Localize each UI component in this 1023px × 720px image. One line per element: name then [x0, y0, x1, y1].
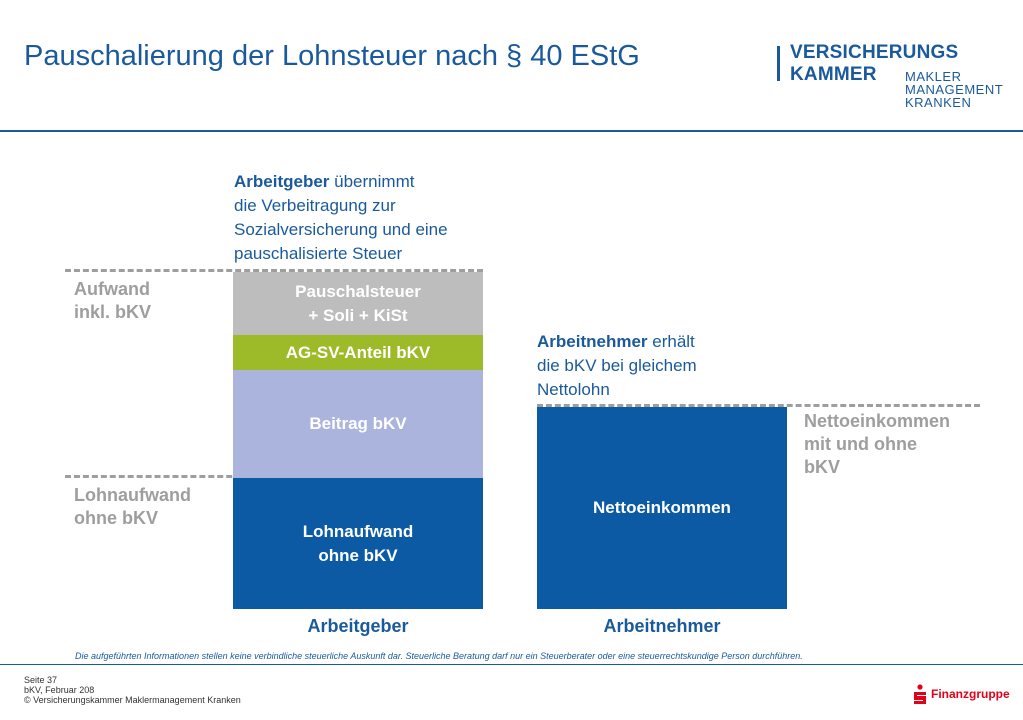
employee-note-line-3: Nettolohn	[537, 380, 610, 399]
logo-sub-3: KRANKEN	[905, 95, 972, 110]
segment-netto-label: Nettoeinkommen	[593, 498, 731, 517]
footer-date: bKV, Februar 208	[24, 685, 95, 695]
segment-pauschalsteuer-line-1: Pauschalsteuer	[295, 281, 421, 301]
header-divider	[0, 130, 1023, 132]
segment-lohnaufwand-line-1: Lohnaufwand	[302, 521, 414, 541]
employer-note-line-2: die Verbeitragung zur	[234, 196, 396, 215]
label-netto-line-3: bKV	[804, 457, 840, 477]
employee-note-rest: erhält	[647, 332, 695, 351]
segment-ag-sv-anteil: AG-SV-Anteil bKV	[233, 335, 483, 370]
logo-subtitle: MAKLER MANAGEMENT KRANKEN	[905, 70, 1003, 109]
axis-label-arbeitgeber: Arbeitgeber	[307, 616, 409, 636]
logo-sub-1: MAKLER	[905, 69, 962, 84]
footer-page: Seite 37	[24, 675, 58, 685]
footer-copyright: © Versicherungskammer Maklermanagement K…	[24, 695, 241, 705]
label-netto-line-1: Nettoeinkommen	[804, 411, 951, 431]
employer-note-bold: Arbeitgeber	[234, 172, 330, 191]
segment-lohnaufwand-line-2: ohne bKV	[318, 545, 398, 565]
footer-divider	[0, 664, 1023, 665]
disclaimer-text: Die aufgeführten Informationen stellen k…	[75, 651, 803, 661]
employer-note: Arbeitgeber übernimmt die Verbeitragung …	[234, 170, 448, 266]
label-aufwand-line-1: Aufwand	[74, 279, 150, 299]
logo-sub-2: MANAGEMENT	[905, 82, 1004, 97]
segment-beitrag-bkv: Beitrag bKV	[233, 370, 483, 478]
label-lohnaufwand-ohne: Lohnaufwand ohne bKV	[74, 484, 191, 530]
employer-note-line-4: pauschalisierte Steuer	[234, 244, 403, 263]
label-lohnaufwand-line-2: ohne bKV	[74, 508, 158, 528]
segment-ag-sv-label: AG-SV-Anteil bKV	[285, 342, 431, 362]
segment-beitrag-label: Beitrag bKV	[309, 414, 407, 433]
logo-line-2: KAMMER	[790, 64, 877, 85]
logo-line-1: VERSICHERUNGS	[790, 42, 959, 63]
footer-info: Seite 37 bKV, Februar 208 © Versicherung…	[24, 675, 241, 705]
page-title: Pauschalierung der Lohnsteuer nach § 40 …	[24, 40, 640, 72]
employer-note-line-3: Sozialversicherung und eine	[234, 220, 448, 239]
segment-lohnaufwand: Lohnaufwand ohne bKV	[233, 478, 483, 609]
dashed-line-top	[65, 269, 483, 272]
employee-note-bold: Arbeitnehmer	[537, 332, 648, 351]
logo-bar	[777, 46, 780, 81]
employee-note-line-2: die bKV bei gleichem	[537, 356, 697, 375]
segment-nettoeinkommen: Nettoeinkommen	[537, 407, 787, 609]
label-netto-line-2: mit und ohne	[804, 434, 917, 454]
label-aufwand-line-2: inkl. bKV	[74, 302, 152, 322]
employer-note-rest: übernimmt	[329, 172, 415, 191]
segment-pauschalsteuer: Pauschalsteuer + Soli + KiSt	[233, 272, 483, 335]
brand-finanzgruppe: Finanzgruppe	[931, 687, 1010, 701]
dashed-line-netto	[537, 404, 980, 407]
label-nettoeinkommen: Nettoeinkommen mit und ohne bKV	[804, 410, 950, 479]
segment-pauschalsteuer-line-2: + Soli + KiSt	[308, 305, 408, 325]
employee-note: Arbeitnehmer erhält die bKV bei gleichem…	[537, 330, 697, 402]
sparkasse-icon	[913, 684, 927, 704]
company-logo: VERSICHERUNGS KAMMER	[790, 42, 958, 86]
label-aufwand-inkl: Aufwand inkl. bKV	[74, 278, 151, 324]
label-lohnaufwand-line-1: Lohnaufwand	[74, 485, 191, 505]
axis-label-arbeitnehmer: Arbeitnehmer	[603, 616, 721, 636]
